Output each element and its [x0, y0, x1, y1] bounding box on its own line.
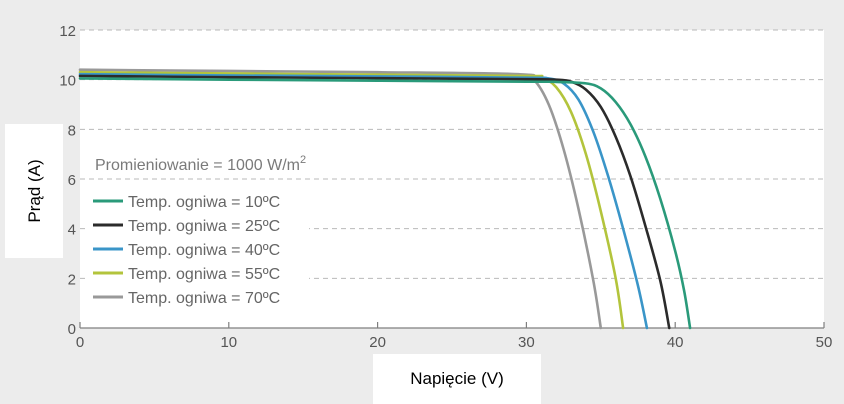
- legend-entries: Temp. ogniwa = 10ºC Temp. ogniwa = 25ºC Te…: [93, 194, 280, 307]
- legend-label-0: Temp. ogniwa = 10ºC: [128, 194, 280, 211]
- y-tick-label: 2: [68, 271, 76, 288]
- x-axis-title: Napięcie (V): [410, 369, 504, 388]
- x-tick-label: 20: [369, 334, 386, 351]
- y-ticks: 0 2 4 6 8 10 12: [59, 23, 76, 338]
- y-tick-label: 6: [68, 172, 76, 189]
- legend: Promieniowanie = 1000 W/m2 Temp. ogniwa …: [89, 151, 376, 308]
- x-tick-label: 30: [518, 334, 535, 351]
- legend-title-background: [89, 151, 376, 177]
- x-tick-label: 10: [220, 334, 237, 351]
- x-tick-label: 40: [667, 334, 684, 351]
- legend-title: Promieniowanie = 1000 W/m2: [95, 154, 306, 174]
- x-tick-label: 0: [76, 334, 84, 351]
- x-ticks: 0 10 20 30 40 50: [76, 322, 833, 351]
- legend-label-3: Temp. ogniwa = 55ºC: [128, 266, 280, 283]
- y-tick-label: 4: [68, 222, 76, 239]
- legend-label-1: Temp. ogniwa = 25ºC: [128, 218, 280, 235]
- xlabel-background: [373, 354, 541, 404]
- legend-label-2: Temp. ogniwa = 40ºC: [128, 242, 280, 259]
- x-tick-label: 50: [816, 334, 833, 351]
- series-line-0: [78, 77, 692, 330]
- ylabel-background: [5, 124, 63, 258]
- y-tick-label: 10: [59, 73, 76, 90]
- series-lines: [78, 68, 692, 330]
- y-tick-label: 8: [68, 122, 76, 139]
- legend-entries-background: [89, 186, 309, 308]
- y-tick-label: 12: [59, 23, 76, 40]
- legend-label-4: Temp. ogniwa = 70ºC: [128, 290, 280, 307]
- y-tick-label: 0: [68, 321, 76, 338]
- y-axis-title: Prąd (A): [25, 159, 44, 222]
